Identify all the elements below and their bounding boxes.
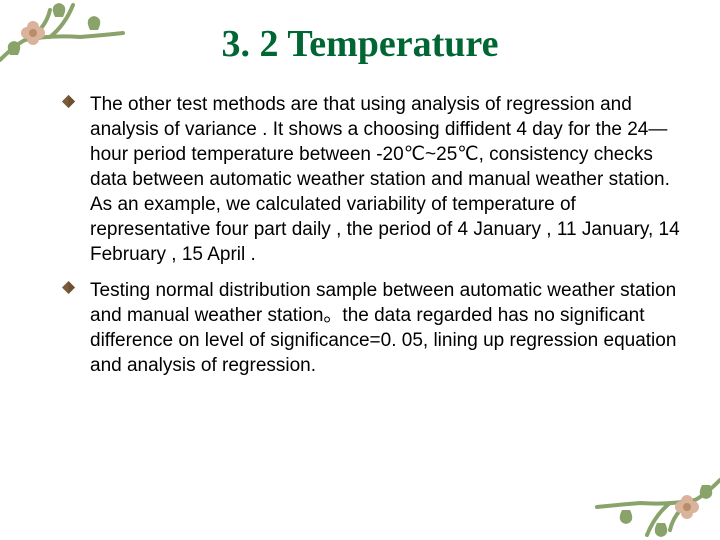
slide-title: 3. 2 Temperature [40,22,680,66]
diamond-bullet-icon [62,281,75,294]
slide: 3. 2 Temperature The other test methods … [0,0,720,540]
bullet-text: Testing normal distribution sample betwe… [90,278,680,378]
bullet-text: The other test methods are that using an… [90,92,680,268]
bullet-list: The other test methods are that using an… [40,92,680,378]
list-item: The other test methods are that using an… [62,92,680,268]
diamond-bullet-icon [62,95,75,108]
list-item: Testing normal distribution sample betwe… [62,278,680,378]
